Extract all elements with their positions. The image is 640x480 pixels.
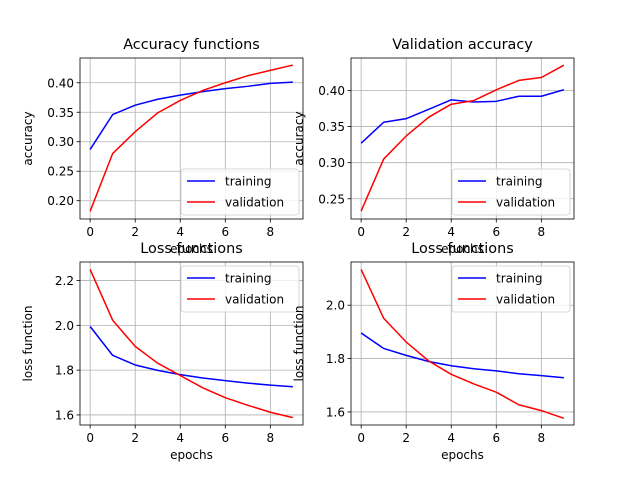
axes-frame [79,57,304,220]
x-tick-label: 8 [267,225,275,239]
series-line-validation [360,269,565,420]
legend-label: training [225,175,272,189]
y-tick-label: 1.8 [55,364,74,378]
x-axis-label: epochs [441,448,484,462]
y-tick-label: 0.20 [47,194,74,208]
axes-frame [350,261,575,426]
legend: training validation [180,168,300,216]
y-tick-label: 0.35 [47,106,74,120]
subplot-title: Loss functions [411,241,513,257]
x-tick-label: 2 [131,225,139,239]
subplot-3: 0 2 4 6 8 1.6 1.8 2.0 2.2 epochs loss function Loss… [21,241,304,462]
subplot-title: Validation accuracy [392,37,533,53]
legend-label: training [496,175,543,189]
series-line-training [360,332,564,379]
x-tick-label: 4 [447,431,455,445]
x-tick-label: 6 [492,431,500,445]
y-tick-label: 0.25 [47,165,74,179]
y-tick-label: 2.2 [55,274,74,288]
series-line-training [89,81,293,150]
x-tick-label: 4 [447,225,455,239]
legend-label: validation [496,293,555,307]
x-tick-label: 2 [402,225,410,239]
y-tick-label: 1.6 [55,408,74,422]
legend: training validation [451,265,571,313]
series-line-training [89,326,293,388]
legend-label: validation [225,196,284,210]
y-tick-label: 0.40 [318,84,345,98]
legend-label: validation [496,196,555,210]
subplot-title: Loss functions [140,241,242,257]
legend: training validation [180,265,300,313]
x-tick-label: 0 [86,225,94,239]
y-tick-label: 1.8 [326,352,345,366]
x-axis-label: epochs [170,448,213,462]
x-axis-label: epochs [170,242,213,256]
x-axis-label: epochs [441,242,484,256]
x-tick-label: 6 [221,225,229,239]
legend-label: validation [225,293,284,307]
y-axis-label: accuracy [292,111,306,165]
subplot-4: 0 2 4 6 8 1.6 1.8 2.0 epochs loss function Loss fu… [292,241,575,462]
subplot-1: 0 2 4 6 8 0.20 0.25 0.30 0.35 0.40 epochs accuracy A… [21,37,304,256]
series-line-validation [89,269,294,419]
y-axis-label: loss function [21,305,35,381]
x-tick-label: 6 [221,431,229,445]
series-line-validation [360,64,565,212]
x-tick-label: 2 [131,431,139,445]
legend-label: training [496,272,543,286]
axes-frame [350,57,575,220]
series-line-validation [89,64,294,212]
subplot-2: 0 2 4 6 8 0.25 0.30 0.35 0.40 epochs accuracy Valid… [292,37,575,256]
y-axis-label: loss function [292,305,306,381]
axes-frame [79,261,304,426]
y-tick-label: 2.0 [55,319,74,333]
y-axis-label: accuracy [21,111,35,165]
subplot-title: Accuracy functions [123,37,260,53]
x-tick-label: 4 [176,431,184,445]
series-line-training [360,89,565,144]
x-tick-label: 8 [538,431,546,445]
y-tick-label: 0.40 [47,76,74,90]
x-tick-label: 2 [402,431,410,445]
x-tick-label: 0 [357,225,365,239]
y-tick-label: 0.25 [318,192,345,206]
x-tick-label: 0 [86,431,94,445]
y-tick-label: 2.0 [326,299,345,313]
y-tick-label: 0.30 [47,135,74,149]
x-tick-label: 8 [538,225,546,239]
legend: training validation [451,168,571,216]
x-tick-label: 4 [176,225,184,239]
x-tick-label: 8 [267,431,275,445]
x-tick-label: 0 [357,431,365,445]
legend-label: training [225,272,272,286]
y-tick-label: 0.30 [318,156,345,170]
y-tick-label: 0.35 [318,120,345,134]
subplots: 0 2 4 6 8 0.20 0.25 0.30 0.35 0.40 epochs accuracy A… [21,37,575,462]
x-tick-label: 6 [492,225,500,239]
y-tick-label: 1.6 [326,405,345,419]
